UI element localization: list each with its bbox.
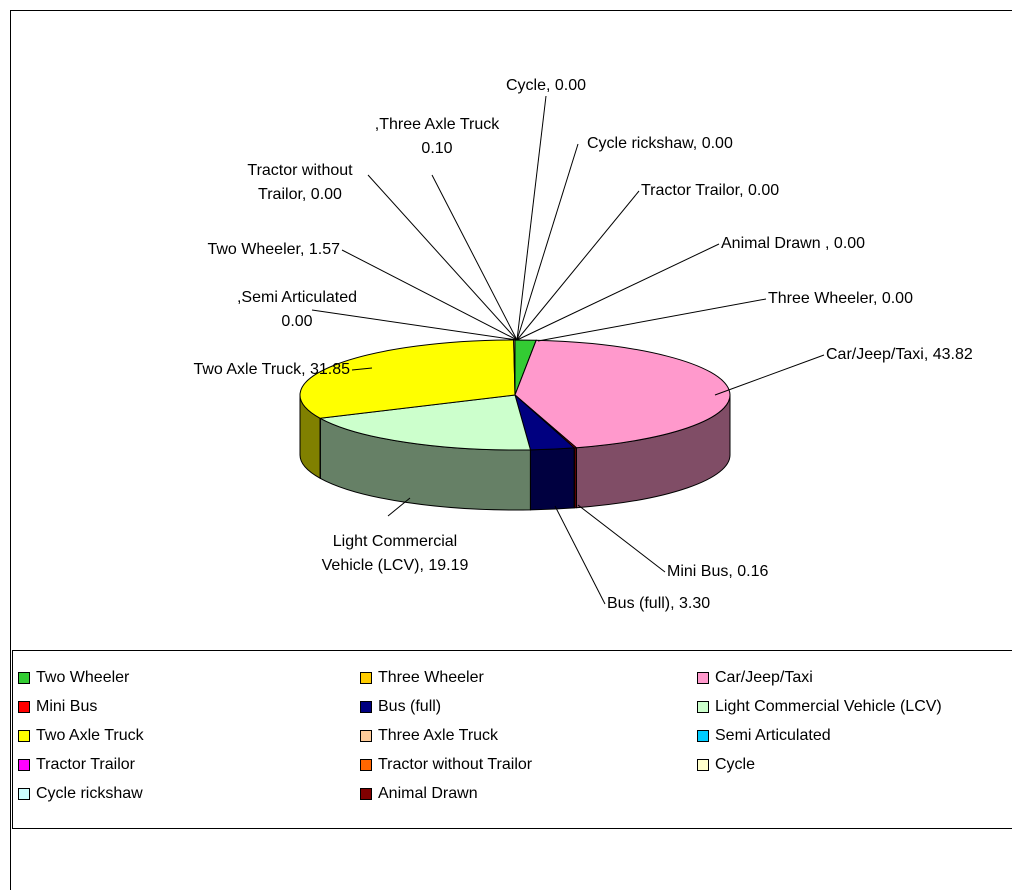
- data-label: 0.10: [421, 140, 452, 157]
- legend-swatch: [360, 672, 372, 684]
- pie-slice-side: [529, 447, 575, 511]
- data-label: Animal Drawn , 0.00: [721, 235, 865, 252]
- leader-line: [431, 174, 518, 341]
- legend-swatch: [18, 701, 30, 713]
- legend-label: Three Axle Truck: [378, 727, 499, 744]
- leader-line: [516, 143, 579, 341]
- data-label: Light Commercial: [333, 533, 457, 550]
- data-label: ,Three Axle Truck: [375, 116, 500, 133]
- legend-swatch: [18, 759, 30, 771]
- leader-line: [367, 174, 518, 341]
- legend-label: Two Wheeler: [36, 669, 130, 686]
- legend-swatch: [697, 759, 709, 771]
- legend-label: Tractor without Trailor: [378, 756, 533, 773]
- data-label: Cycle, 0.00: [506, 77, 586, 94]
- legend-swatch: [18, 672, 30, 684]
- legend-label: Animal Drawn: [378, 785, 478, 802]
- legend-swatch: [697, 672, 709, 684]
- legend-label: Car/Jeep/Taxi: [715, 669, 813, 686]
- data-label: Bus (full), 3.30: [607, 595, 710, 612]
- data-label: Two Axle Truck, 31.85: [193, 361, 350, 378]
- legend-label: Semi Articulated: [715, 727, 831, 744]
- legend-label: Two Axle Truck: [36, 727, 145, 744]
- leader-line: [577, 504, 666, 573]
- leader-line: [311, 309, 518, 341]
- data-label: Tractor Trailor, 0.00: [641, 182, 779, 199]
- leader-line: [714, 354, 825, 396]
- data-label: Cycle rickshaw, 0.00: [587, 135, 733, 152]
- legend-swatch: [360, 788, 372, 800]
- legend-label: Cycle: [715, 756, 755, 773]
- pie-slice: [299, 339, 516, 419]
- legend-label: Cycle rickshaw: [36, 785, 143, 802]
- legend-box: [12, 650, 1012, 829]
- data-label: Car/Jeep/Taxi, 43.82: [826, 346, 973, 363]
- leader-line: [516, 243, 720, 341]
- pie-slice: [318, 394, 532, 451]
- leader-line: [341, 249, 518, 341]
- data-label: Tractor without: [247, 162, 353, 179]
- data-label: Two Wheeler, 1.57: [207, 241, 340, 258]
- legend-swatch: [18, 730, 30, 742]
- data-label: Three Wheeler, 0.00: [768, 290, 913, 307]
- data-label: Vehicle (LCV), 19.19: [322, 557, 469, 574]
- legend-label: Bus (full): [378, 698, 441, 715]
- legend-label: Tractor Trailor: [36, 756, 136, 773]
- leader-line: [516, 190, 640, 341]
- legend-swatch: [360, 701, 372, 713]
- leader-line: [387, 497, 411, 517]
- legend-swatch: [360, 730, 372, 742]
- legend-label: Three Wheeler: [378, 669, 484, 686]
- legend-label: Mini Bus: [36, 698, 97, 715]
- legend-swatch: [697, 701, 709, 713]
- data-label: 0.00: [281, 313, 312, 330]
- data-label: Mini Bus, 0.16: [667, 563, 768, 580]
- leader-line: [516, 95, 547, 341]
- data-label: Trailor, 0.00: [258, 186, 342, 203]
- leader-line: [554, 505, 606, 605]
- legend-swatch: [18, 788, 30, 800]
- legend-label: Light Commercial Vehicle (LCV): [715, 698, 942, 715]
- leader-line: [351, 367, 373, 371]
- legend-swatch: [697, 730, 709, 742]
- legend-swatch: [360, 759, 372, 771]
- data-label: ,Semi Articulated: [237, 289, 357, 306]
- leader-line: [537, 298, 767, 342]
